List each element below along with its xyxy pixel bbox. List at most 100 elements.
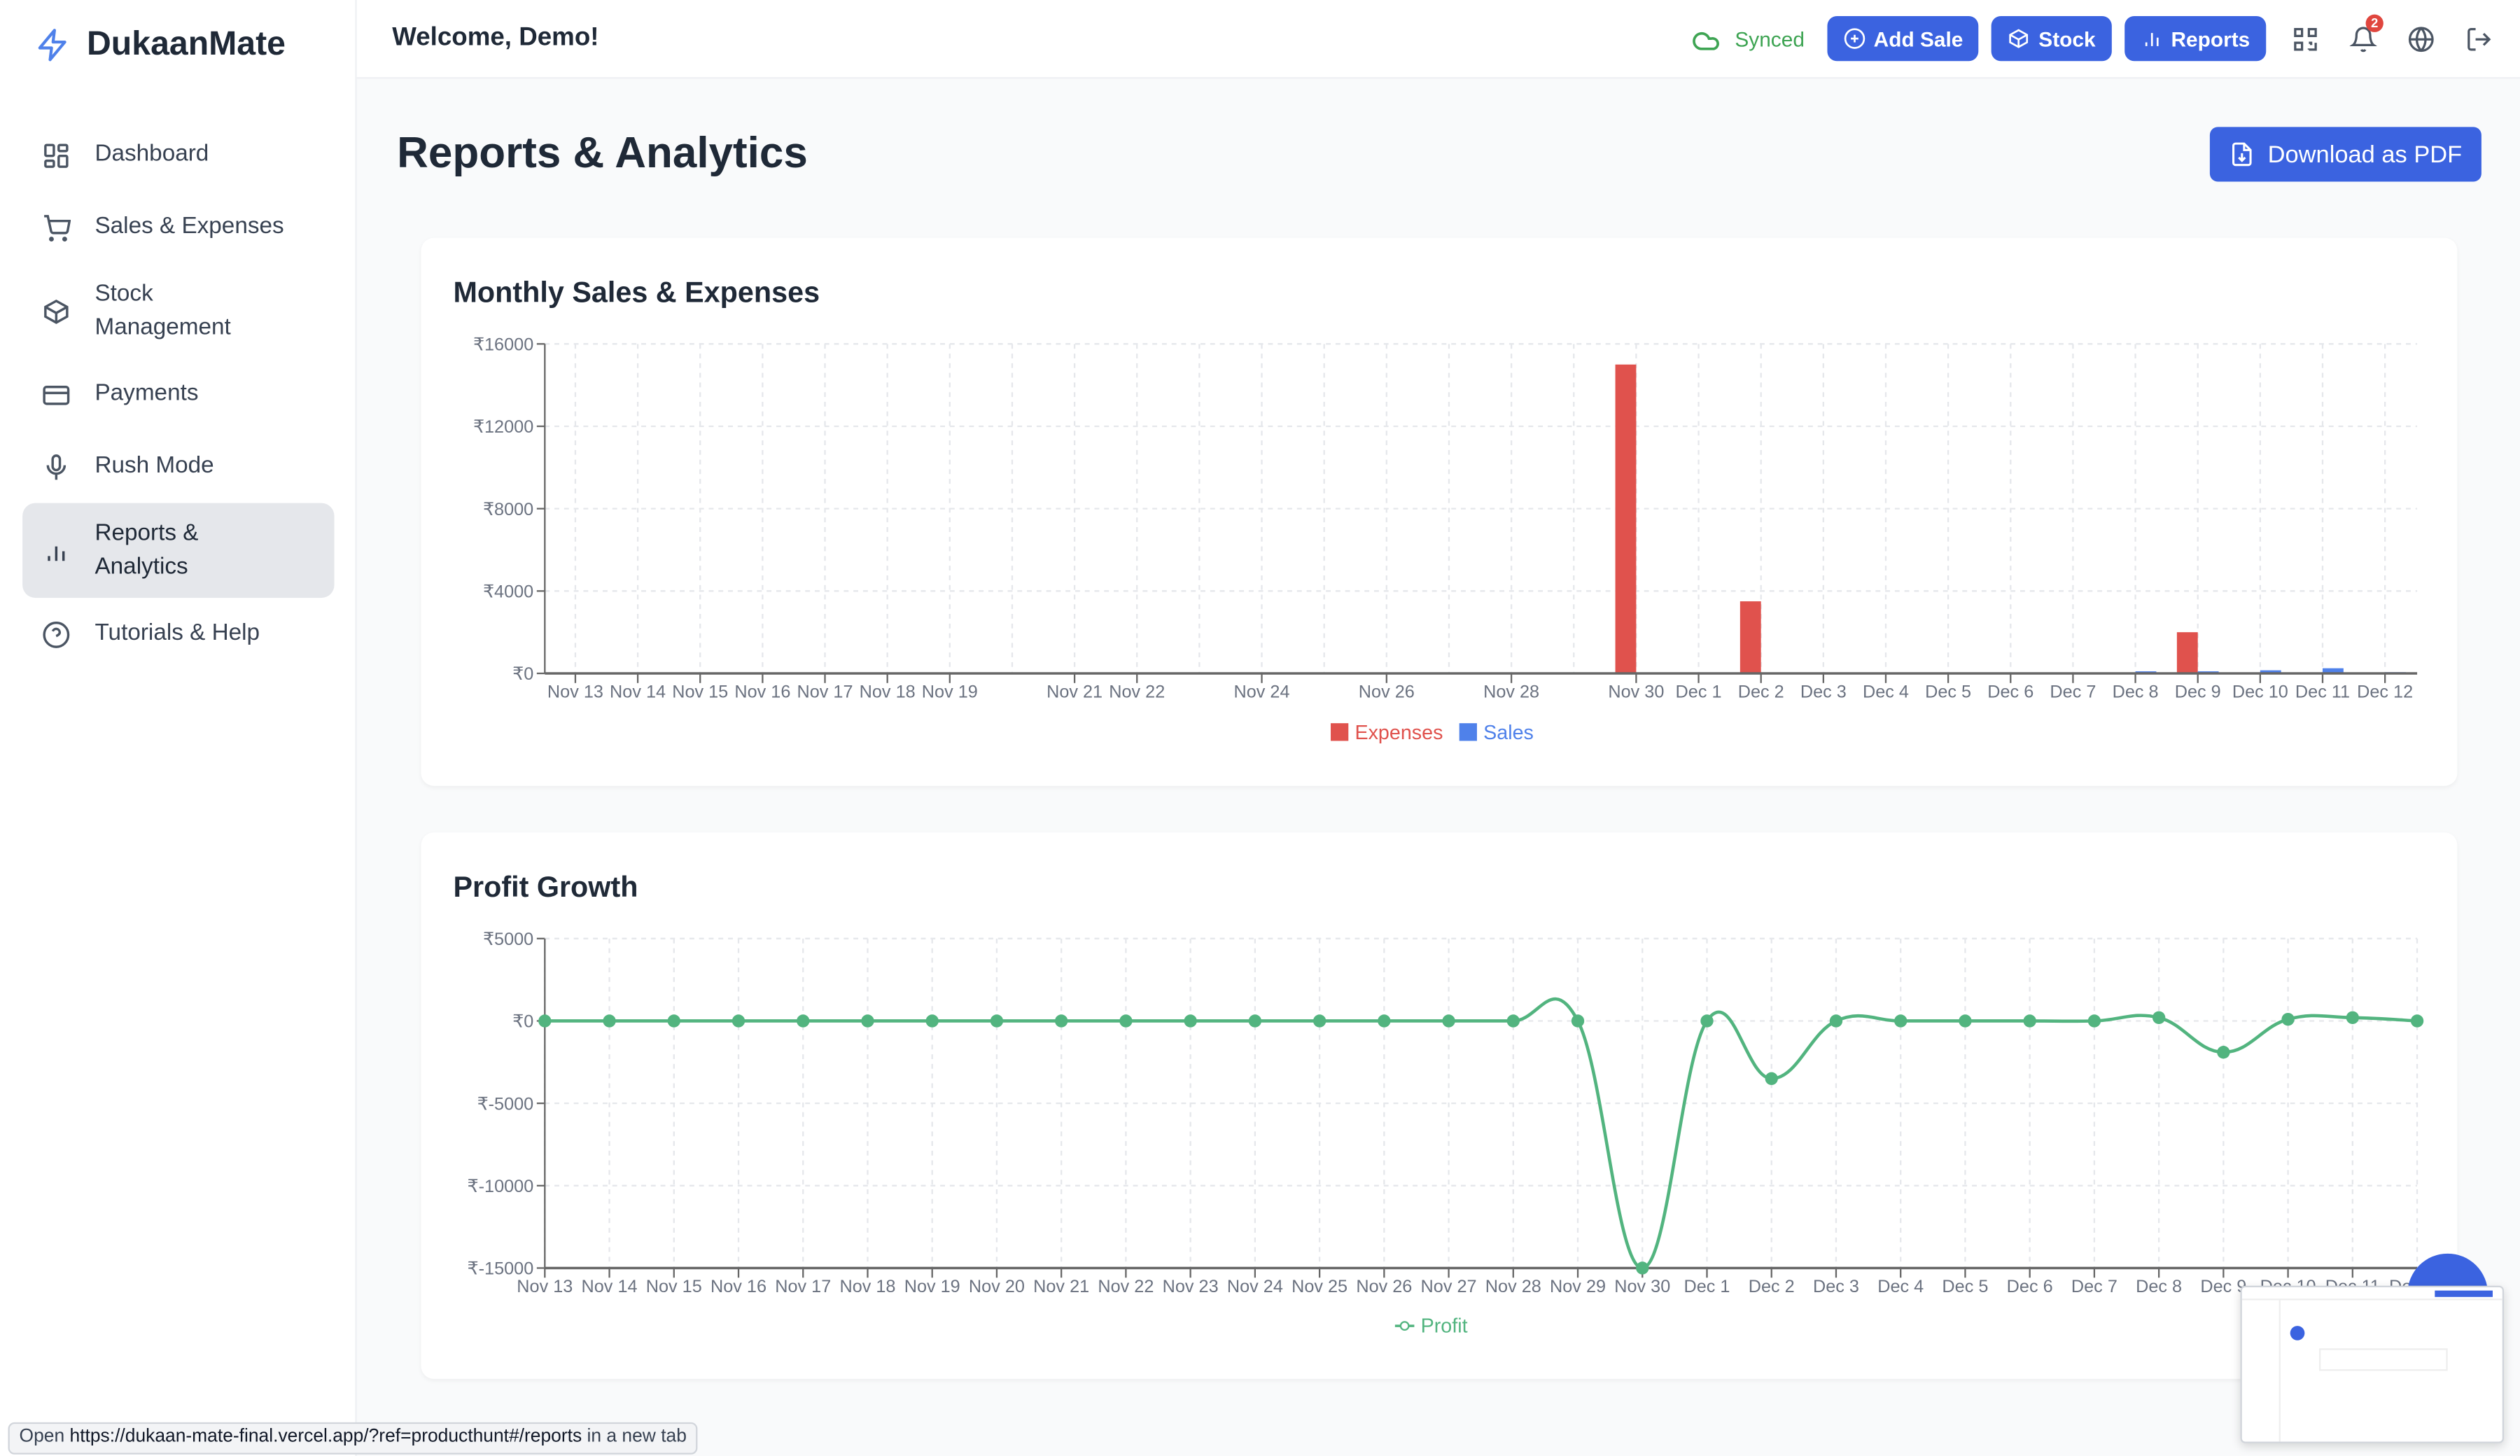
reports-button[interactable]: Reports	[2124, 15, 2267, 62]
sidebar-item-payments[interactable]: Payments	[22, 358, 334, 430]
data-point	[990, 1014, 1004, 1028]
logout-button[interactable]	[2459, 20, 2498, 58]
data-point	[925, 1014, 939, 1028]
x-tick-label: Nov 26	[1359, 682, 1415, 701]
stock-button[interactable]: Stock	[1991, 15, 2112, 62]
y-tick-label: ₹12000	[473, 417, 533, 437]
x-tick-label: Dec 8	[2136, 1277, 2182, 1296]
x-tick-label: Dec 7	[2071, 1277, 2118, 1296]
data-point	[1636, 1261, 1649, 1275]
status-prefix: Open	[19, 1427, 65, 1447]
data-point	[1248, 1014, 1262, 1028]
bar-chart-icon	[48, 545, 65, 561]
bar-expenses	[2176, 632, 2198, 673]
data-point	[538, 1014, 552, 1028]
legend-marker	[1399, 1321, 1410, 1331]
x-tick-label: Nov 22	[1109, 682, 1165, 701]
link-status-bar: Open https://dukaan-mate-final.vercel.ap…	[8, 1422, 698, 1455]
qr-code-icon	[2293, 27, 2316, 50]
app-name: DukaanMate	[86, 25, 286, 63]
data-point	[2152, 1011, 2166, 1024]
download-pdf-button[interactable]: Download as PDF	[2209, 127, 2482, 182]
sidebar-item-stock-management[interactable]: Stock Management	[22, 264, 334, 358]
x-tick-label: Dec 9	[2200, 1277, 2246, 1296]
data-point	[2281, 1012, 2295, 1026]
x-tick-label: Nov 18	[839, 1277, 895, 1296]
plus-circle-icon	[1844, 28, 1865, 49]
x-tick-label: Dec 5	[1942, 1277, 1988, 1296]
x-tick-label: Dec 3	[1800, 682, 1847, 701]
x-tick-label: Nov 24	[1234, 682, 1290, 701]
sidebar-item-rush-mode[interactable]: Rush Mode	[22, 430, 334, 503]
bar-sales	[2260, 670, 2281, 673]
data-point	[603, 1014, 616, 1028]
add-sale-button[interactable]: Add Sale	[1827, 15, 1980, 62]
x-tick-label: Nov 22	[1098, 1277, 1154, 1296]
data-point	[1700, 1014, 1714, 1028]
x-tick-label: Nov 13	[547, 682, 603, 701]
sidebar-item-label: Payments	[94, 381, 199, 407]
data-point	[861, 1014, 874, 1028]
notifications-button[interactable]: 2	[2343, 14, 2384, 58]
y-tick-label: ₹16000	[473, 335, 533, 355]
legend-label: Sales	[1483, 722, 1534, 744]
sidebar-item-sales-expenses[interactable]: Sales & Expenses	[22, 191, 334, 263]
sidebar-item-dashboard[interactable]: Dashboard	[22, 119, 334, 191]
language-button[interactable]	[2401, 20, 2440, 58]
sales-expenses-card: ₹0 ₹4000 ₹8000 ₹12000 ₹16000 Nov 13 Nov 14 Nov …	[421, 237, 2458, 786]
y-tick-label: ₹0	[512, 1012, 533, 1032]
data-point	[2410, 1014, 2424, 1028]
sidebar-item-label: Tutorials & Help	[94, 620, 260, 646]
data-point	[1184, 1014, 1197, 1028]
y-tick-label: ₹0	[512, 664, 533, 684]
data-point	[1829, 1014, 1843, 1028]
x-tick-label: Nov 16	[710, 1277, 766, 1296]
x-tick-label: Nov 16	[734, 682, 790, 701]
x-tick-label: Dec 7	[2050, 682, 2096, 701]
data-point	[732, 1014, 746, 1028]
chart-title: Profit Growth	[453, 871, 638, 904]
data-point	[1571, 1014, 1585, 1028]
x-tick-label: Nov 14	[582, 1277, 638, 1296]
lightning-icon	[38, 29, 66, 62]
x-tick-label: Dec 11	[2295, 682, 2350, 701]
sidebar-nav: Dashboard Sales & Expenses Stock Managem…	[22, 119, 335, 671]
sidebar-item-tutorials-help[interactable]: Tutorials & Help	[22, 598, 334, 670]
add-sale-label: Add Sale	[1873, 26, 1963, 51]
stock-label: Stock	[2038, 26, 2096, 51]
data-point	[1506, 1014, 1520, 1028]
download-pdf-label: Download as PDF	[2267, 140, 2463, 168]
credit-card-icon	[43, 384, 70, 405]
data-point	[1119, 1014, 1133, 1028]
window-preview-thumbnail[interactable]	[2240, 1285, 2505, 1443]
sidebar-item-label: Dashboard	[94, 141, 209, 167]
x-tick-label: Nov 27	[1421, 1277, 1477, 1296]
help-circle-icon	[43, 620, 70, 648]
bar-chart-icon	[2145, 33, 2159, 46]
dashboard-icon	[44, 143, 69, 167]
legend-label: Profit	[1421, 1315, 1468, 1337]
data-point	[1765, 1072, 1778, 1086]
x-tick-label: Nov 26	[1356, 1277, 1412, 1296]
x-tick-label: Dec 1	[1684, 1277, 1730, 1296]
sidebar-item-label: Rush Mode	[94, 453, 214, 479]
x-tick-label: Nov 23	[1163, 1277, 1219, 1296]
x-tick-label: Nov 30	[1608, 682, 1664, 701]
x-tick-label: Nov 19	[922, 682, 978, 701]
qr-code-button[interactable]	[2286, 20, 2324, 58]
data-point	[2217, 1046, 2230, 1059]
x-tick-label: Nov 17	[775, 1277, 831, 1296]
bar-sales	[2323, 668, 2344, 673]
data-point	[797, 1014, 810, 1028]
sidebar-item-label: Sales & Expenses	[94, 214, 284, 240]
logout-icon	[2467, 27, 2491, 50]
data-point	[1054, 1014, 1068, 1028]
x-tick-label: Nov 15	[646, 1277, 702, 1296]
cloud-icon	[1693, 31, 1720, 50]
data-point	[2346, 1011, 2360, 1024]
sidebar-item-reports-analytics[interactable]: Reports & Analytics	[22, 503, 335, 598]
data-point	[1312, 1014, 1326, 1028]
sidebar-item-label: Reports & Analytics	[94, 519, 199, 580]
logo[interactable]: DukaanMate	[36, 26, 286, 64]
